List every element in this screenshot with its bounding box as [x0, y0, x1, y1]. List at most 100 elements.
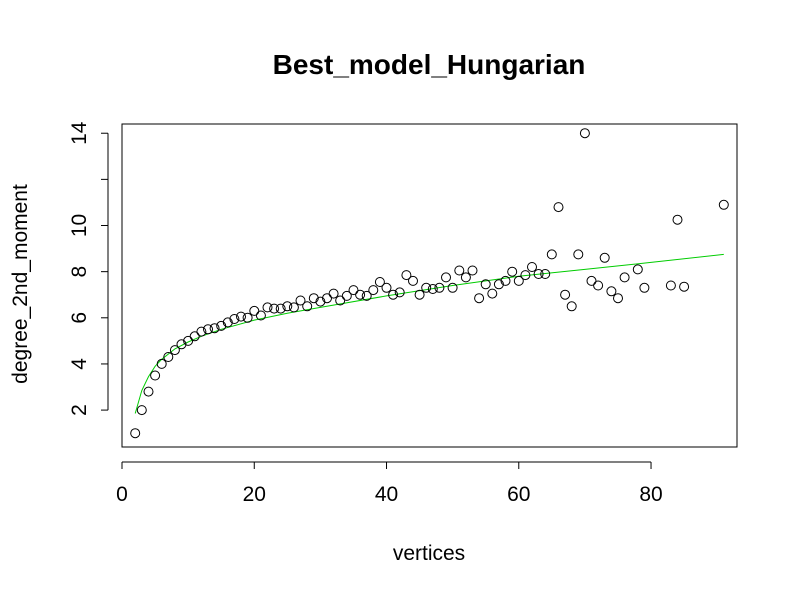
y-tick-label: 10 [68, 214, 91, 237]
data-point [355, 289, 366, 300]
data-point [275, 303, 286, 314]
y-tick-label: 4 [68, 358, 91, 370]
data-point [665, 280, 676, 291]
x-tick-label: 0 [116, 483, 128, 506]
data-point [361, 290, 372, 301]
data-point [381, 282, 392, 293]
data-point [196, 326, 207, 337]
data-point [487, 288, 498, 299]
data-point [255, 310, 266, 321]
data-point [136, 405, 147, 416]
data-point [249, 305, 260, 316]
data-point [269, 303, 280, 314]
data-point [408, 275, 418, 286]
data-point [606, 286, 617, 297]
data-point [414, 289, 425, 300]
y-axis-label: degree_2nd_moment [9, 184, 32, 384]
data-point [348, 285, 359, 296]
data-point [460, 272, 471, 283]
data-point [236, 311, 246, 322]
data-point [156, 358, 167, 369]
data-point [143, 386, 154, 397]
data-point [401, 270, 412, 281]
data-point [527, 262, 537, 272]
data-point [150, 370, 161, 381]
data-point [553, 202, 564, 213]
data-point [639, 282, 650, 293]
data-point [507, 266, 518, 277]
fit-line [134, 253, 724, 414]
data-point [613, 293, 623, 304]
data-point [315, 296, 326, 307]
y-axis: 2 4 6 8 10 14 [68, 121, 109, 416]
y-tick-label: 2 [68, 404, 91, 416]
chart-title: Best_model_Hungarian [273, 49, 586, 80]
data-point [533, 269, 544, 279]
x-tick-label: 80 [639, 483, 662, 506]
data-point [394, 287, 405, 298]
data-point [593, 280, 604, 291]
data-point [229, 314, 240, 324]
data-point [672, 214, 683, 225]
data-point [341, 290, 352, 301]
y-tick-label: 6 [68, 312, 91, 324]
data-point [368, 285, 379, 296]
data-point [434, 282, 445, 293]
data-point [632, 264, 643, 275]
data-point [169, 345, 180, 356]
x-axis: 0 20 40 60 80 [116, 461, 663, 506]
data-point [288, 302, 299, 313]
y-tick-label: 8 [68, 266, 91, 278]
data-point [209, 323, 220, 334]
data-point [447, 282, 458, 293]
data-point [480, 279, 491, 290]
data-point [421, 282, 432, 293]
data-point [500, 275, 511, 286]
data-point [579, 128, 590, 139]
data-point [322, 293, 332, 304]
data-point [599, 252, 610, 263]
data-point [222, 317, 233, 328]
data-point [679, 281, 690, 292]
data-point [242, 312, 253, 323]
data-point [718, 199, 729, 210]
y-tick-label: 14 [68, 121, 91, 145]
data-point [308, 293, 319, 304]
plot-frame [121, 123, 738, 448]
data-point [388, 289, 399, 300]
data-point [130, 428, 141, 439]
data-point [216, 320, 227, 331]
data-point [454, 265, 465, 276]
data-point [540, 269, 551, 279]
data-point [328, 288, 339, 299]
data-points [130, 128, 729, 439]
data-point [427, 284, 438, 294]
data-point [546, 249, 557, 260]
data-point [560, 289, 571, 300]
data-point [441, 272, 451, 283]
data-point [183, 335, 194, 346]
data-point [302, 301, 313, 312]
data-point [335, 295, 346, 306]
data-point [189, 331, 200, 342]
data-point [262, 302, 273, 313]
data-point [566, 301, 577, 312]
data-point [467, 265, 478, 276]
data-point [474, 293, 485, 304]
data-point [203, 324, 213, 335]
data-point [493, 279, 504, 290]
data-point [374, 277, 385, 287]
data-point [295, 295, 306, 306]
x-axis-label: vertices [393, 542, 465, 565]
data-point [586, 275, 597, 286]
data-point [619, 272, 630, 283]
fit-line-group [134, 253, 724, 414]
data-point [282, 301, 293, 312]
data-point [520, 270, 531, 281]
x-tick-label: 60 [507, 483, 530, 506]
x-tick-label: 20 [243, 483, 266, 506]
data-point [513, 275, 524, 286]
data-point [163, 352, 174, 362]
data-point [176, 339, 187, 350]
